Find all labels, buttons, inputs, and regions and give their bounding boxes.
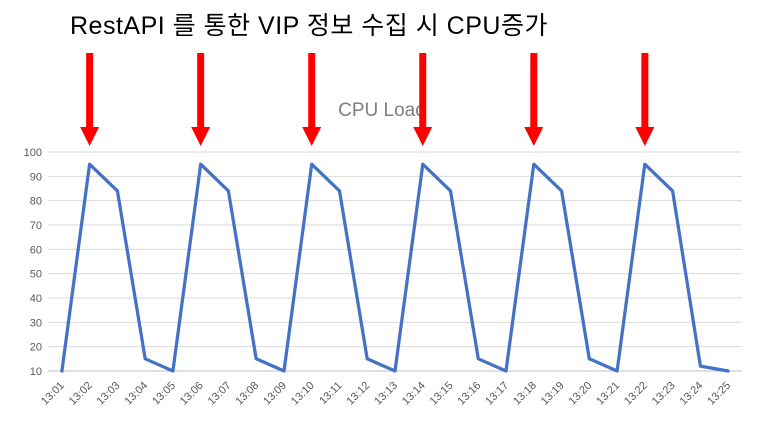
x-tick-label: 13:04 [122,380,150,408]
down-arrow-head [413,127,433,146]
x-tick-label: 13:15 [428,380,456,408]
y-tick-label: 60 [30,244,42,256]
x-axis-labels: 13:01 13:02 13:03 13:04 13:05 13:06 13:07 13:08… [39,380,733,408]
down-arrow-icon [80,53,100,146]
x-tick-label: 13:21 [594,380,622,408]
x-tick-label: 13:19 [539,380,567,408]
chart-title: CPU Load [338,100,426,121]
x-tick-label: 13:22 [622,380,650,408]
x-tick-label: 13:14 [400,380,428,408]
down-arrow-head [80,127,100,146]
down-arrow-shaft [530,53,538,129]
x-tick-label: 13:06 [178,380,206,408]
down-arrow-head [524,127,544,146]
x-tick-label: 13:07 [206,380,234,408]
x-tick-label: 13:05 [150,380,178,408]
down-arrow-icon [191,53,211,146]
x-tick-label: 13:11 [317,380,344,407]
down-arrow-head [191,127,211,146]
x-tick-label: 13:10 [289,380,317,408]
x-tick-label: 13:23 [650,380,678,408]
cpu-load-series-line [60,162,730,373]
x-tick-label: 13:24 [678,380,706,408]
down-arrow-shaft [641,53,649,129]
down-arrow-icon [635,53,655,146]
down-arrow-icon [302,53,322,146]
down-arrow-icon [524,53,544,146]
page-title: RestAPI 를 통한 VIP 정보 수집 시 CPU증가 [70,12,548,40]
x-tick-label: 13:25 [705,380,733,408]
x-tick-label: 13:12 [344,380,372,408]
down-arrow-shaft [197,53,205,129]
y-tick-label: 90 [30,171,42,183]
y-tick-label: 40 [30,293,42,305]
x-tick-label: 13:17 [483,380,511,408]
annotation-arrows [80,53,655,146]
y-tick-label: 10 [30,366,42,378]
y-tick-label: 50 [30,269,42,281]
y-axis-labels: 10 20 30 40 50 60 70 80 90 100 [24,147,42,378]
down-arrow-icon [413,53,433,146]
x-tick-label: 13:03 [95,380,123,408]
y-tick-label: 70 [30,220,42,232]
x-tick-label: 13:18 [511,380,539,408]
down-arrow-shaft [419,53,427,129]
down-arrow-head [302,127,322,146]
down-arrow-shaft [308,53,316,129]
down-arrow-head [635,127,655,146]
x-tick-label: 13:13 [372,380,400,408]
y-tick-label: 100 [24,147,42,159]
y-tick-label: 20 [30,342,42,354]
x-tick-label: 13:02 [67,380,95,408]
gridlines [48,151,742,372]
y-tick-label: 80 [30,196,42,208]
x-tick-label: 13:01 [39,380,67,408]
down-arrow-shaft [86,53,94,129]
x-tick-label: 13:16 [455,380,483,408]
x-tick-label: 13:09 [261,380,289,408]
x-tick-label: 13:20 [566,380,594,408]
y-tick-label: 30 [30,317,42,329]
x-tick-label: 13:08 [233,380,261,408]
